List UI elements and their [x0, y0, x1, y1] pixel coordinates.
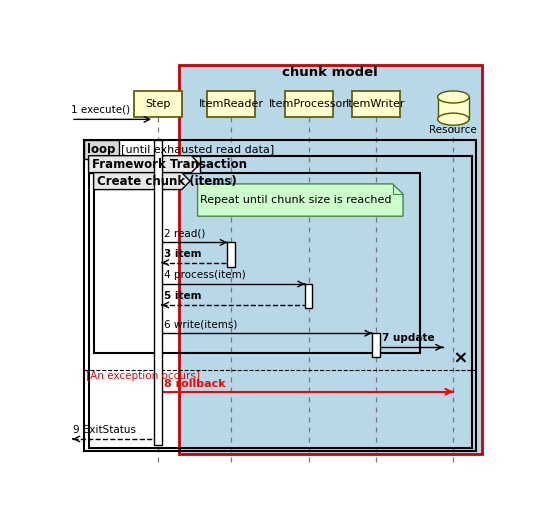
Bar [438, 97, 469, 119]
Bar [154, 140, 162, 445]
Bar [227, 243, 235, 267]
Bar [89, 156, 472, 448]
Text: ItemProcessor: ItemProcessor [269, 99, 348, 109]
Text: 6 write(items): 6 write(items) [163, 319, 237, 330]
Bar [207, 91, 255, 117]
Text: 9 ExitStatus: 9 ExitStatus [72, 425, 136, 435]
Text: 1 execute(): 1 execute() [71, 104, 130, 114]
Text: Create chunk (items): Create chunk (items) [97, 174, 237, 188]
Text: Resource: Resource [430, 125, 477, 136]
Text: 8 rollback: 8 rollback [163, 379, 225, 389]
Text: Step: Step [145, 99, 170, 109]
Bar [372, 333, 380, 357]
Ellipse shape [438, 113, 469, 125]
Bar [83, 140, 477, 451]
Text: 3 item: 3 item [163, 249, 201, 259]
Bar [352, 91, 400, 117]
Bar [134, 91, 182, 117]
Polygon shape [197, 184, 403, 216]
Bar [83, 140, 119, 158]
Text: chunk model: chunk model [282, 67, 378, 80]
Bar [94, 172, 420, 353]
Text: 2 read(): 2 read() [163, 228, 205, 238]
Bar [305, 284, 313, 308]
Text: ItemWriter: ItemWriter [346, 99, 406, 109]
Text: 4 process(item): 4 process(item) [163, 270, 246, 280]
Text: [An exception occurs]: [An exception occurs] [85, 370, 200, 380]
Text: Framework Transaction: Framework Transaction [92, 158, 247, 171]
Text: 7 update: 7 update [381, 333, 434, 343]
Polygon shape [94, 172, 190, 190]
Text: [until exhausted read data]: [until exhausted read data] [121, 145, 274, 155]
Bar [179, 65, 482, 454]
Text: 5 item: 5 item [163, 291, 201, 301]
Text: loop: loop [87, 143, 116, 156]
Polygon shape [89, 156, 200, 172]
Text: Repeat until chunk size is reached: Repeat until chunk size is reached [200, 195, 392, 205]
Text: ItemReader: ItemReader [199, 99, 263, 109]
Bar [285, 91, 333, 117]
Bar [89, 156, 200, 172]
Ellipse shape [438, 91, 469, 103]
